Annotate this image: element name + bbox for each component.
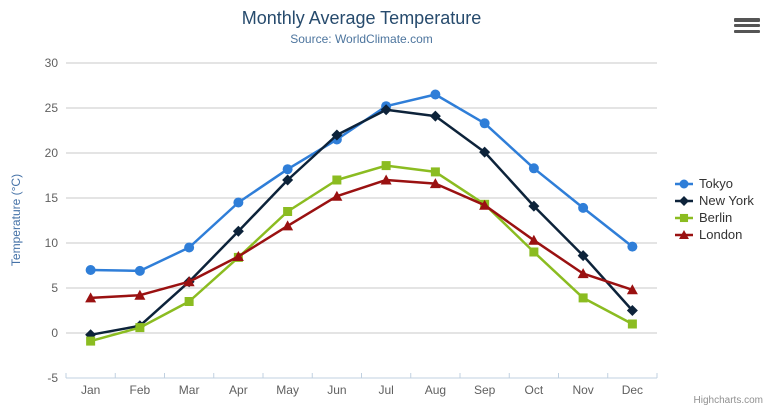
legend: Tokyo New York Berlin London	[674, 175, 754, 243]
data-point-marker[interactable]	[332, 175, 342, 185]
data-point-marker[interactable]	[577, 250, 589, 262]
data-point-marker[interactable]	[479, 146, 491, 158]
data-point-marker[interactable]	[282, 174, 294, 186]
data-point-marker[interactable]	[380, 174, 392, 185]
berlin-square-icon	[675, 213, 693, 222]
chart-title: Monthly Average Temperature	[241, 8, 482, 28]
chart-subtitle: Source: WorldClimate.com	[290, 32, 433, 46]
data-point-marker[interactable]	[679, 195, 689, 206]
legend-label: Berlin	[699, 210, 733, 225]
legend-item-new-york[interactable]: New York	[674, 192, 754, 209]
x-tick-label: Oct	[525, 383, 544, 397]
series-new-york[interactable]	[85, 104, 638, 341]
new-york-diamond-icon	[675, 195, 693, 206]
legend-item-berlin[interactable]: Berlin	[674, 209, 754, 226]
data-point-marker[interactable]	[577, 268, 589, 279]
data-point-marker[interactable]	[381, 161, 391, 171]
x-tick-label: Feb	[130, 383, 151, 397]
data-point-marker[interactable]	[86, 336, 96, 346]
hamburger-menu-icon[interactable]	[734, 18, 760, 34]
data-point-marker[interactable]	[183, 276, 195, 287]
x-tick-label: Aug	[425, 383, 446, 397]
legend-label: New York	[699, 193, 754, 208]
data-point-marker[interactable]	[430, 167, 440, 177]
data-point-marker[interactable]	[429, 178, 441, 189]
x-tick-label: Dec	[622, 383, 643, 397]
london-triangle-icon	[675, 229, 693, 239]
data-point-marker[interactable]	[380, 104, 392, 116]
data-point-marker[interactable]	[233, 197, 244, 208]
y-tick-label: 25	[45, 101, 59, 115]
data-point-marker[interactable]	[85, 292, 97, 303]
legend-label: Tokyo	[699, 176, 733, 191]
hamburger-bar	[734, 29, 760, 34]
y-tick-label: 10	[45, 236, 59, 250]
data-point-marker[interactable]	[679, 179, 689, 188]
hamburger-bar	[734, 18, 760, 22]
y-tick-label: 30	[45, 56, 59, 70]
x-tick-label: Jul	[378, 383, 393, 397]
data-point-marker[interactable]	[282, 164, 293, 175]
legend-item-london[interactable]: London	[674, 226, 754, 243]
hamburger-bar	[734, 23, 760, 28]
x-tick-label: Apr	[229, 383, 248, 397]
data-point-marker[interactable]	[232, 225, 244, 237]
data-point-marker[interactable]	[528, 234, 540, 245]
data-point-marker[interactable]	[528, 163, 539, 174]
series-tokyo[interactable]	[85, 89, 638, 276]
x-tick-label: Jan	[81, 383, 100, 397]
data-point-marker[interactable]	[85, 265, 96, 275]
y-tick-label: -5	[47, 371, 58, 385]
data-point-marker[interactable]	[529, 247, 539, 257]
y-tick-label: 5	[51, 281, 58, 295]
y-tick-label: 15	[45, 191, 59, 205]
y-tick-label: 20	[45, 146, 59, 160]
x-tick-label: May	[276, 383, 299, 397]
data-point-marker[interactable]	[627, 319, 637, 329]
x-tick-label: Sep	[474, 383, 496, 397]
series-line[interactable]	[89, 164, 634, 343]
data-point-marker[interactable]	[479, 118, 490, 129]
data-point-marker[interactable]	[331, 190, 343, 201]
legend-label: London	[699, 227, 743, 242]
tokyo-circle-icon	[675, 179, 693, 188]
data-point-marker[interactable]	[184, 297, 194, 306]
series-line[interactable]	[89, 93, 634, 273]
data-point-marker[interactable]	[331, 129, 343, 141]
data-point-marker[interactable]	[430, 89, 441, 100]
series-london[interactable]	[85, 174, 638, 303]
data-point-marker[interactable]	[578, 293, 588, 303]
highcharts-credits[interactable]: Highcharts.com	[693, 395, 763, 406]
data-point-marker[interactable]	[135, 323, 145, 333]
x-tick-label: Nov	[572, 383, 593, 397]
legend-item-tokyo[interactable]: Tokyo	[674, 175, 754, 192]
x-tick-label: Jun	[327, 383, 346, 397]
data-point-marker[interactable]	[282, 220, 294, 231]
data-point-marker[interactable]	[184, 242, 195, 253]
data-point-marker[interactable]	[134, 265, 145, 276]
data-point-marker[interactable]	[626, 284, 638, 295]
data-point-marker[interactable]	[528, 200, 540, 212]
data-point-marker[interactable]	[479, 199, 491, 210]
data-point-marker[interactable]	[232, 251, 244, 261]
x-tick-label: Mar	[179, 383, 200, 397]
data-point-marker[interactable]	[679, 229, 689, 239]
series-line[interactable]	[89, 178, 634, 300]
data-point-marker[interactable]	[134, 289, 146, 300]
data-point-marker[interactable]	[429, 110, 441, 122]
data-point-marker[interactable]	[679, 213, 689, 222]
data-point-marker[interactable]	[283, 207, 293, 216]
series-line[interactable]	[89, 108, 634, 337]
data-point-marker[interactable]	[626, 305, 638, 316]
data-point-marker[interactable]	[578, 202, 589, 213]
data-point-marker[interactable]	[627, 241, 638, 252]
y-tick-label: 0	[51, 326, 58, 340]
y-axis-title: Temperature (°C)	[9, 173, 23, 267]
